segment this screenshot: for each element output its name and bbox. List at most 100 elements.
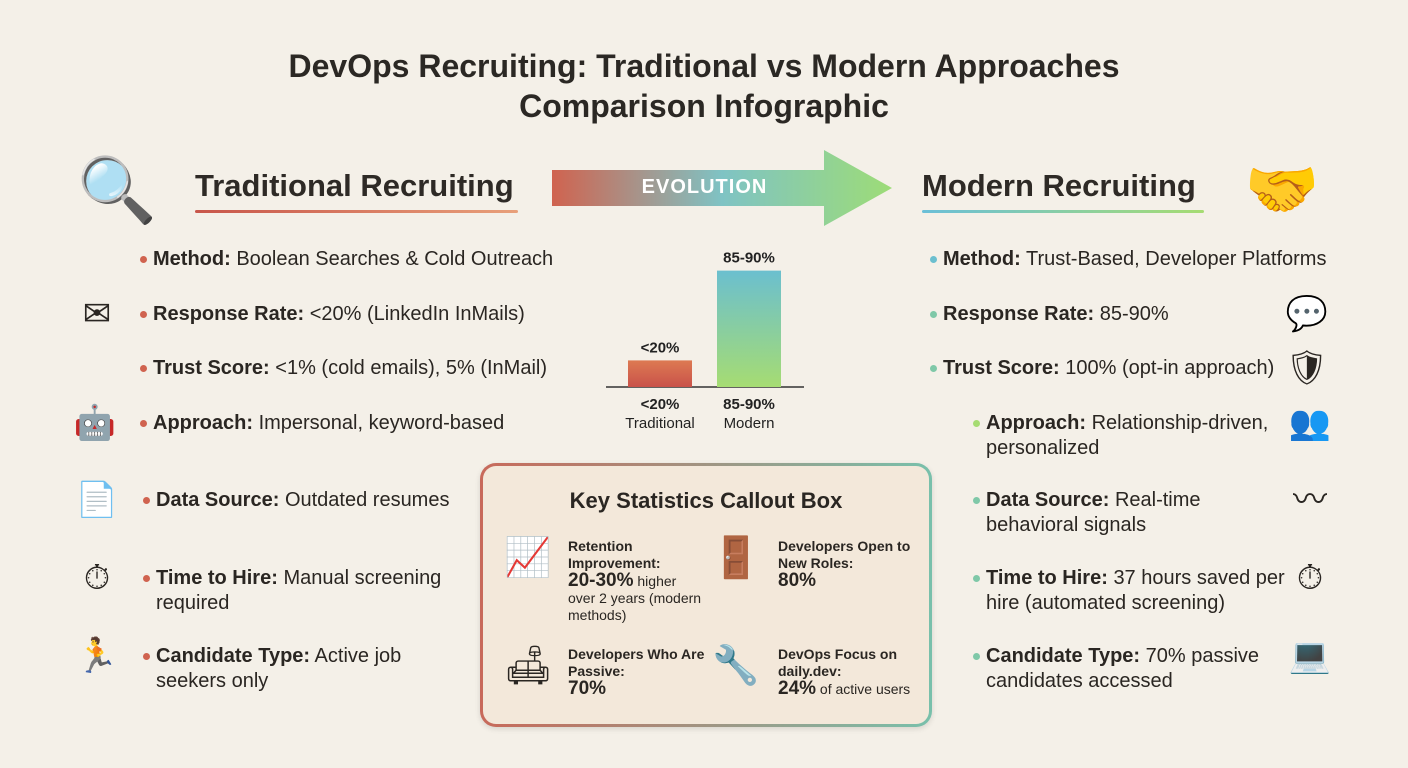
item-value: Real-time behavioral signals [986,489,1201,536]
response-rate-chart: <20% <20% Traditional 85-90% 85-90% Modern [606,250,804,432]
item-value: 37 hours saved per hire (automated scree… [986,567,1285,614]
modern-item-text: Approach: Relationship-driven, personali… [986,411,1286,461]
stat-label: Developers Open to New Roles: [778,538,911,571]
bullet-dot [140,311,147,318]
people-exchange-icon: 👥 [1288,404,1332,442]
page-subtitle: Comparison Infographic [519,88,889,124]
item-value: <20% (LinkedIn InMails) [309,303,525,325]
traditional-item-text: Approach: Impersonal, keyword-based [153,411,573,436]
bullet-dot [143,653,150,660]
shield-check-icon: 🛡 [1285,349,1329,387]
cloud-wrench-icon: 🔧 [712,645,760,687]
bar-data-label: <20% [641,339,680,356]
traditional-item-text: Time to Hire: Manual screening required [156,566,456,616]
open-door-icon: 🚪 [711,536,761,580]
running-person-icon: 🏃 [75,637,119,675]
handshake-icon: 🤝 [1244,156,1320,223]
item-label: Candidate Type: [986,645,1141,667]
key-statistics-callout: Key Statistics Callout Box 📈 Retention I… [480,463,932,727]
stat-value: 70% [568,678,607,699]
stat-note: higher [637,573,677,589]
traditional-item-text: Method: Boolean Searches & Cold Outreach [153,247,573,272]
item-value: Boolean Searches & Cold Outreach [236,248,554,270]
bullet-dot [930,256,937,263]
item-label: Method: [943,248,1021,270]
modern-underline [922,210,1204,213]
item-label: Method: [153,248,231,270]
robot-icon: 🤖 [73,404,117,442]
item-label: Data Source: [986,489,1110,511]
stat-label: Developers Who Are Passive: [568,646,705,679]
traditional-item-text: Response Rate: <20% (LinkedIn InMails) [153,302,573,327]
traditional-item-text: Trust Score: <1% (cold emails), 5% (InMa… [153,356,573,381]
page-title: DevOps Recruiting: Traditional vs Modern… [288,48,1120,84]
modern-item-text: Response Rate: 85-90% [943,302,1283,327]
item-value: Manual screening required [156,567,442,614]
stat-daily-dev: DevOps Focus on daily.dev: 24% of active… [778,646,928,698]
stat-open-roles: Developers Open to New Roles: 80% [778,538,918,591]
stat-label: DevOps Focus on daily.dev: [778,646,898,679]
item-label: Data Source: [156,489,280,511]
bullet-dot [140,365,147,372]
bullet-dot [973,575,980,582]
item-value: Impersonal, keyword-based [258,412,505,434]
stopwatch-icon: ⏱ [83,559,111,597]
item-value: Relationship-driven, personalized [986,412,1269,459]
evolution-arrow [552,150,892,226]
evolution-label: EVOLUTION [641,176,768,198]
growth-chart-gear-icon: 📈 [504,537,552,579]
item-label: Candidate Type: [156,645,311,667]
bullet-dot [973,420,980,427]
modern-heading: Modern Recruiting [922,168,1196,203]
bar-category-label: Traditional [625,415,694,432]
stat-passive: Developers Who Are Passive: 70% [568,646,708,699]
stat-value: 20-30% [568,570,634,591]
item-label: Time to Hire: [986,567,1108,589]
item-label: Approach: [986,412,1086,434]
stat-retention: Retention Improvement: 20-30% higher ove… [568,538,708,624]
bullet-dot [140,256,147,263]
bar-axis-value: 85-90% [723,396,775,413]
item-label: Time to Hire: [156,567,278,589]
traditional-item-text: Candidate Type: Active job seekers only [156,644,436,694]
traditional-underline [195,210,518,213]
item-value: Trust-Based, Developer Platforms [1025,248,1327,270]
item-value: 70% passive candidates accessed [986,645,1260,692]
bullet-dot [143,575,150,582]
bullet-dot [973,497,980,504]
modern-item-text: Trust Score: 100% (opt-in approach) [943,356,1283,381]
bullet-dot [140,420,147,427]
bullet-dot [973,653,980,660]
stat-label: Retention Improvement: [568,538,661,571]
modern-item-text: Data Source: Real-time behavioral signal… [986,488,1226,538]
person-on-couch-icon: 🛋 [503,645,553,687]
modern-item-text: Method: Trust-Based, Developer Platforms [943,247,1363,272]
traditional-heading: Traditional Recruiting [195,168,514,203]
stat-value: 80% [778,570,817,591]
item-label: Trust Score: [943,357,1060,379]
bar-category-label: Modern [724,415,775,432]
bar-modern [717,270,781,387]
item-label: Trust Score: [153,357,270,379]
item-value: <1% (cold emails), 5% (InMail) [275,357,548,379]
chat-bubbles-icon: 💬 [1285,295,1329,333]
modern-item-text: Candidate Type: 70% passive candidates a… [986,644,1266,694]
item-value: 100% (opt-in approach) [1065,357,1275,379]
item-label: Response Rate: [943,303,1095,325]
modern-item-text: Time to Hire: 37 hours saved per hire (a… [986,566,1286,616]
stat-note: of active users [819,681,911,697]
callout-title: Key Statistics Callout Box [569,488,843,513]
item-label: Response Rate: [153,303,305,325]
stat-value: 24% [778,678,817,699]
stopwatch-icon: ⏱ [1296,559,1324,597]
item-value: Active job seekers only [156,645,402,692]
broken-envelope-icon: ✉ [82,295,112,333]
bar-traditional [628,360,692,387]
item-value: Outdated resumes [284,489,450,511]
person-laptop-icon: 💻 [1288,637,1332,675]
bullet-dot [930,311,937,318]
bar-axis-value: <20% [641,396,680,413]
traditional-item-text: Data Source: Outdated resumes [156,488,476,513]
bullet-dot [143,497,150,504]
paper-stack-icon: 📄 [75,481,119,519]
